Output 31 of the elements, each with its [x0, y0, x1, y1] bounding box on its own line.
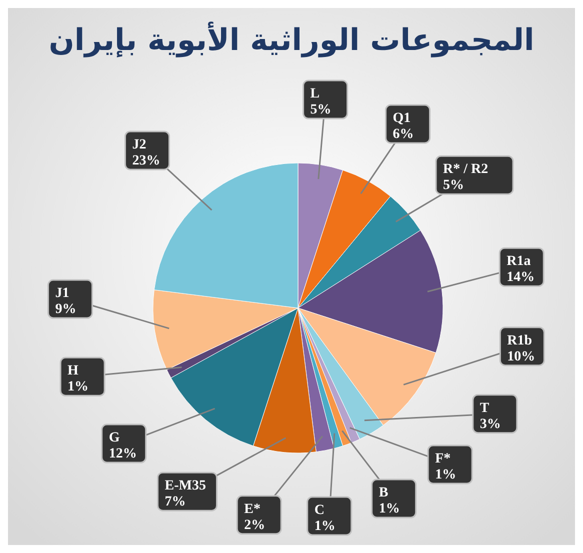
slice-label: C	[314, 503, 324, 518]
data-label: 23%	[132, 153, 160, 168]
slice-label: G	[108, 430, 120, 446]
data-label: 1%	[314, 519, 336, 534]
data-label: 14%	[506, 270, 535, 286]
slice-label: J2	[132, 137, 146, 152]
data-label: 9%	[55, 302, 76, 318]
chart-title: المجموعات الوراثية الأبوية بإيران	[48, 21, 534, 58]
data-label: 3%	[480, 416, 501, 432]
slice-label: R* / R2	[443, 162, 488, 178]
data-label: 2%	[244, 518, 266, 533]
data-label: 5%	[310, 102, 332, 118]
slice-label: R1a	[506, 254, 531, 270]
slice-label: R1b	[507, 333, 532, 348]
slice-label: J1	[55, 286, 70, 302]
data-label: 1%	[378, 502, 400, 517]
slice-label: B	[378, 486, 388, 501]
slice-label: Q1	[392, 110, 411, 126]
slice-label: H	[68, 364, 79, 379]
data-label: 7%	[164, 494, 186, 510]
data-label: 5%	[443, 178, 464, 194]
data-label: 1%	[435, 467, 456, 482]
data-label: 12%	[108, 446, 137, 462]
data-label: 10%	[507, 349, 536, 364]
slice-label: T	[480, 400, 490, 416]
slice-label: L	[310, 86, 320, 102]
slice-label: F*	[435, 451, 451, 466]
data-label: 6%	[392, 126, 414, 142]
slice-label: E-M35	[164, 478, 206, 494]
data-label: 1%	[68, 380, 89, 395]
slice-label: E*	[244, 502, 260, 517]
